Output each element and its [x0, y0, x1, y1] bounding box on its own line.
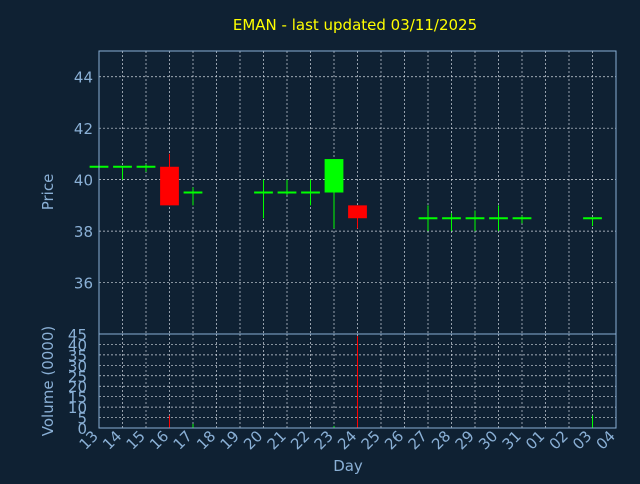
candles [89, 153, 602, 232]
price-axis-ticks: 36 38 40 42 44 [74, 69, 93, 293]
price-tick-label: 36 [74, 275, 93, 293]
x-axis-ticks: 1314151617181920212223242526272829303101… [76, 427, 619, 453]
price-tick-label: 40 [74, 172, 93, 190]
price-tick-label: 44 [74, 69, 93, 87]
volume-tick-label: 35 [68, 347, 87, 365]
price-tick-label: 42 [74, 120, 93, 138]
chart-title: EMAN - last updated 03/11/2025 [233, 16, 477, 34]
volume-tick-label: 10 [68, 399, 87, 417]
volume-axis-label: Volume (0000) [39, 326, 57, 436]
volume-tick-label: 45 [68, 326, 87, 344]
price-tick-label: 38 [74, 223, 93, 241]
price-axis-label: Price [39, 174, 57, 211]
candle-body [324, 159, 344, 193]
volume-tick-label: 0 [77, 420, 87, 438]
candle-body [160, 166, 179, 206]
candle-body [348, 205, 367, 219]
volume-tick-label: 40 [68, 336, 87, 354]
volume-tick-label: 20 [68, 378, 87, 396]
volume-bars [169, 336, 593, 428]
volume-tick-label: 25 [68, 368, 87, 386]
x-axis-label: Day [333, 457, 363, 475]
volume-tick-label: 30 [68, 357, 87, 375]
volume-tick-label: 15 [68, 389, 87, 407]
volume-panel-frame [98, 333, 617, 429]
volume-tick-label: 5 [77, 410, 87, 428]
